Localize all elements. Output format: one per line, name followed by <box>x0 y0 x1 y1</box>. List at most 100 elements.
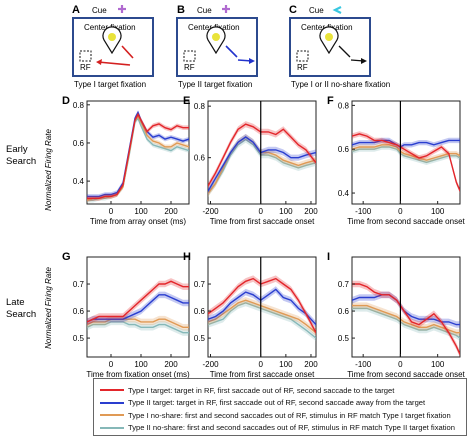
series-line-type2 <box>87 294 189 323</box>
series-band-type1 <box>352 131 460 194</box>
x-axis-label: Time from second saccade onset <box>347 370 465 379</box>
rf-label-c: RF <box>297 63 308 72</box>
series-line-type1ns <box>87 318 189 328</box>
legend-item-type1ns: Type I no-share: first and second saccad… <box>100 409 451 421</box>
panel-e: E -200 0 100 200 0.6 0.8 Time from first saccad… <box>183 95 318 226</box>
y-tick-label: 0.5 <box>338 334 350 343</box>
series-band-type2 <box>87 110 189 199</box>
saccade-arrow-1-c <box>338 45 351 58</box>
y-tick-label: 0.6 <box>194 307 206 316</box>
series-group <box>208 275 316 342</box>
series-band-type1 <box>87 112 189 201</box>
panel-letter-f: F <box>327 95 334 107</box>
ylabel-bottom: Normalized Firing Rate <box>44 267 53 349</box>
series-line-type2ns <box>352 146 460 164</box>
x-tick-label: 200 <box>164 360 178 369</box>
legend: Type I target: target in RF, first sacca… <box>93 378 467 436</box>
arrowhead-icon-a <box>96 59 102 65</box>
schematic-a: A Cue Center fixation RF Type I target f… <box>72 4 154 89</box>
y-tick-label: 0.6 <box>338 307 350 316</box>
series-band-type2ns <box>208 299 316 342</box>
schematic-caption-c: Type I or II no-share fixation <box>291 80 390 89</box>
panel-letter-h: H <box>183 251 191 263</box>
y-tick-label: 0.6 <box>73 139 85 148</box>
fixation-marker-icon-b <box>206 26 226 55</box>
legend-item-type1: Type I target: target in RF, first sacca… <box>100 384 394 396</box>
series-group <box>208 121 316 197</box>
rf-label-b: RF <box>184 63 195 72</box>
legend-text: Type I target: target in RF, first sacca… <box>128 385 395 395</box>
x-tick-label: 0 <box>259 360 264 369</box>
row-label-late-line2: Search <box>6 309 36 320</box>
plot-frame <box>351 256 461 358</box>
series-line-type1 <box>352 283 460 355</box>
legend-text: Type I no-share: first and second saccad… <box>128 410 451 420</box>
x-tick-label: -100 <box>355 360 372 369</box>
cue-plus-icon-b <box>222 5 230 13</box>
ylabel-top: Normalized Firing Rate <box>44 129 53 211</box>
panel-letter-d: D <box>62 95 70 107</box>
x-tick-label: 100 <box>134 207 148 216</box>
rf-label-a: RF <box>80 63 91 72</box>
legend-swatch-type1ns <box>100 414 124 416</box>
plot-frame <box>86 100 190 205</box>
series-band-type2 <box>208 286 316 328</box>
series-line-type1 <box>352 133 460 192</box>
cue-plus-icon-a <box>118 5 126 13</box>
series-line-type2ns <box>87 116 189 201</box>
x-tick-label: -100 <box>355 207 372 216</box>
x-tick-label: 200 <box>304 360 318 369</box>
schematic-caption-a: Type I target fixation <box>74 80 146 89</box>
y-tick-label: 0.4 <box>73 177 85 186</box>
y-tick-label: 0.6 <box>73 307 85 316</box>
rf-box-b <box>183 50 196 62</box>
saccade-arrow-1-a <box>121 45 134 59</box>
x-tick-label: 200 <box>164 207 178 216</box>
legend-swatch-type2 <box>100 401 124 404</box>
panel-letter-a: A <box>72 4 80 16</box>
x-tick-label: 100 <box>431 360 445 369</box>
panel-letter-e: E <box>183 95 190 107</box>
series-line-type2ns <box>87 321 189 334</box>
y-tick-label: 0.5 <box>73 334 85 343</box>
y-tick-label: 0.8 <box>194 102 206 111</box>
arrowhead-icon-b <box>249 58 255 64</box>
row-label-early-line2: Search <box>6 156 36 167</box>
series-band-type2 <box>208 134 316 195</box>
schematic-c: C Cue Center fixation RF Type I or II no… <box>289 4 390 89</box>
y-tick-label: 0.8 <box>73 101 85 110</box>
panel-letter-i: I <box>327 251 330 263</box>
series-line-type1 <box>87 112 189 200</box>
saccade-arrow-2-a <box>97 61 131 66</box>
x-tick-label: 100 <box>431 207 445 216</box>
panel-letter-g: G <box>62 251 71 263</box>
series-band-type1 <box>87 278 189 326</box>
y-tick-label: 0.7 <box>338 280 350 289</box>
legend-item-type2ns: Type II no-share: first and second sacca… <box>100 422 455 434</box>
series-band-type1 <box>208 121 316 190</box>
x-axis-label: Time from first saccade onset <box>210 370 315 379</box>
series-line-type2 <box>352 139 460 148</box>
panel-g: G 0 100 200 0.5 0.6 0.7 Time from fixation onse… <box>62 251 190 379</box>
x-tick-label: 0 <box>109 207 114 216</box>
rf-box-a <box>79 50 92 62</box>
x-tick-label: -200 <box>203 207 220 216</box>
series-band-type1ns <box>208 134 316 197</box>
plot-frame <box>207 256 317 358</box>
x-axis-label: Time from second saccade onset <box>347 217 465 226</box>
x-tick-label: 0 <box>109 360 114 369</box>
series-line-type1ns <box>352 304 460 334</box>
row-label-late-line1: Late <box>6 297 25 308</box>
panel-letter-b: B <box>177 4 185 16</box>
y-tick-label: 0.4 <box>338 189 350 198</box>
chart-panels: D 0 100 200 0.4 0.6 0.8 Time from array onset (… <box>62 95 466 379</box>
x-axis-label: Time from array onset (ms) <box>90 217 186 226</box>
x-tick-label: 100 <box>279 360 293 369</box>
panel-letter-c: C <box>289 4 297 16</box>
y-tick-label: 0.6 <box>338 145 350 154</box>
cue-label-c: Cue <box>309 6 324 15</box>
arrowhead-icon-c <box>361 58 367 64</box>
legend-text: Type II no-share: first and second sacca… <box>128 423 455 432</box>
x-tick-label: -200 <box>203 360 220 369</box>
panel-i: I -100 0 100 0.5 0.6 0.7 Time from second sacca… <box>327 251 466 379</box>
